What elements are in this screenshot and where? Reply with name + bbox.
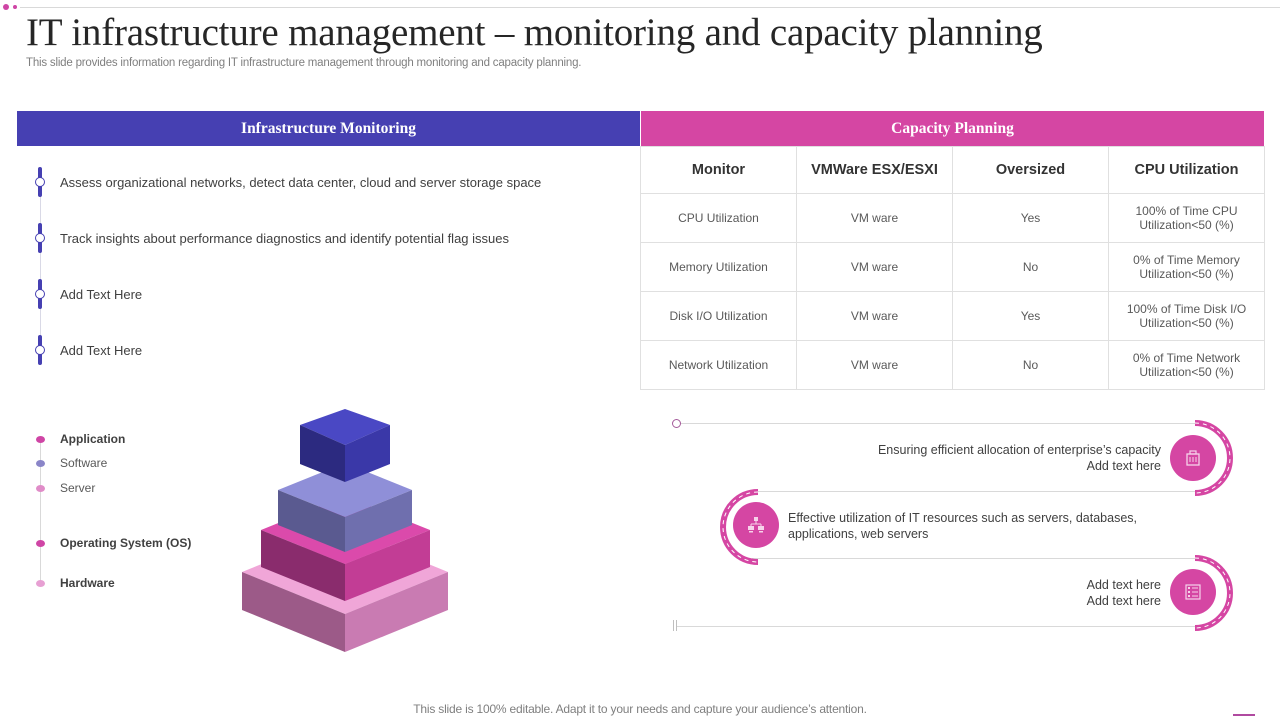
table-cell: Yes (952, 291, 1109, 341)
legend-label: Operating System (OS) (60, 536, 192, 550)
legend-line (40, 440, 41, 585)
timeline-marker-icon (34, 223, 46, 253)
table-cell: 0% of Time Network Utilization<50 (%) (1108, 340, 1265, 390)
table-cell: 100% of Time CPU Utilization<50 (%) (1108, 193, 1265, 243)
legend-label: Software (60, 456, 108, 470)
top-rule (20, 7, 1280, 8)
table-cell: No (952, 242, 1109, 292)
bullet-dot-icon (36, 484, 45, 492)
table-cell: CPU Utilization (640, 193, 797, 243)
legend-item-hardware: Hardware (36, 575, 115, 591)
table-row: CPU Utilization VM ware Yes 100% of Time… (640, 193, 1265, 243)
table-header-row: Monitor VMWare ESX/ESXI Oversized CPU Ut… (640, 146, 1265, 194)
table-row: Disk I/O Utilization VM ware Yes 100% of… (640, 291, 1265, 341)
layers-pyramid-icon (242, 409, 448, 652)
column-header: CPU Utilization (1108, 146, 1265, 194)
bullet-dot-icon (36, 539, 45, 547)
timeline-step-text: Effective utilization of IT resources su… (788, 510, 1168, 542)
timeline-marker-icon (34, 167, 46, 197)
table-row: Network Utilization VM ware No 0% of Tim… (640, 340, 1265, 390)
capacity-header: Capacity Planning (641, 111, 1264, 146)
decor-dot (3, 4, 9, 10)
table-cell: VM ware (796, 291, 953, 341)
bullet-dot-icon (36, 435, 45, 443)
decor-dot (13, 5, 17, 9)
timeline-step-line: Add text here (1086, 459, 1161, 473)
timeline-rule (677, 626, 1201, 627)
timeline-start-node (672, 419, 681, 428)
monitoring-item: Track insights about performance diagnos… (34, 223, 509, 253)
footer-mark (1233, 714, 1255, 716)
timeline-end-node (673, 620, 677, 631)
timeline-rule (752, 491, 1202, 492)
monitoring-item: Add Text Here (34, 335, 142, 365)
timeline-step-line: Add text here (1086, 594, 1161, 608)
monitoring-item-text: Track insights about performance diagnos… (60, 230, 509, 246)
monitoring-timeline-line (40, 170, 41, 362)
table-cell: VM ware (796, 193, 953, 243)
legend-item-application: Application (36, 431, 125, 447)
legend-item-server: Server (36, 480, 95, 496)
table-cell: VM ware (796, 340, 953, 390)
arc-decoration-icon (1194, 420, 1233, 496)
table-cell: Network Utilization (640, 340, 797, 390)
monitoring-header: Infrastructure Monitoring (17, 111, 640, 146)
legend-item-software: Software (36, 455, 107, 471)
column-header: VMWare ESX/ESXI (796, 146, 953, 194)
capacity-table: Monitor VMWare ESX/ESXI Oversized CPU Ut… (640, 146, 1265, 390)
timeline-step-line: Ensuring efficient allocation of enterpr… (877, 443, 1161, 457)
table-cell: No (952, 340, 1109, 390)
arc-decoration-icon (1194, 555, 1233, 631)
timeline-marker-icon (34, 335, 46, 365)
bullet-dot-icon (36, 579, 45, 587)
column-header: Monitor (640, 146, 797, 194)
table-cell: VM ware (796, 242, 953, 292)
table-cell: Disk I/O Utilization (640, 291, 797, 341)
legend-label: Server (60, 481, 96, 495)
footer-note: This slide is 100% editable. Adapt it to… (413, 702, 867, 716)
timeline-step-line: Add text here (1086, 578, 1161, 592)
legend-item-os: Operating System (OS) (36, 535, 191, 551)
page-subtitle: This slide provides information regardin… (26, 57, 582, 69)
table-cell: Memory Utilization (640, 242, 797, 292)
timeline-step-line: Effective utilization of IT resources su… (788, 511, 1138, 525)
legend-label: Application (60, 432, 126, 446)
network-icon (733, 502, 779, 548)
monitoring-item-text: Add Text Here (60, 286, 143, 302)
timeline-rule (752, 558, 1202, 559)
column-header: Oversized (952, 146, 1109, 194)
building-icon (1170, 435, 1216, 481)
table-cell: Yes (952, 193, 1109, 243)
arc-decoration-icon (720, 489, 759, 565)
bullet-dot-icon (36, 459, 45, 467)
timeline-marker-icon (34, 279, 46, 309)
timeline-step-line: applications, web servers (788, 527, 929, 541)
timeline-rule (681, 423, 1201, 424)
table-cell: 0% of Time Memory Utilization<50 (%) (1108, 242, 1265, 292)
table-cell: 100% of Time Disk I/O Utilization<50 (%) (1108, 291, 1265, 341)
table-row: Memory Utilization VM ware No 0% of Time… (640, 242, 1265, 292)
legend-label: Hardware (60, 576, 115, 590)
timeline-step-text: Ensuring efficient allocation of enterpr… (800, 442, 1161, 474)
monitoring-item-text: Assess organizational networks, detect d… (60, 174, 542, 190)
monitoring-item: Add Text Here (34, 279, 142, 309)
monitoring-item-text: Add Text Here (60, 342, 143, 358)
database-list-icon (1170, 569, 1216, 615)
page-title: IT infrastructure management – monitorin… (26, 11, 1043, 54)
timeline-step-text: Add text here Add text here (900, 577, 1161, 609)
monitoring-item: Assess organizational networks, detect d… (34, 167, 541, 197)
